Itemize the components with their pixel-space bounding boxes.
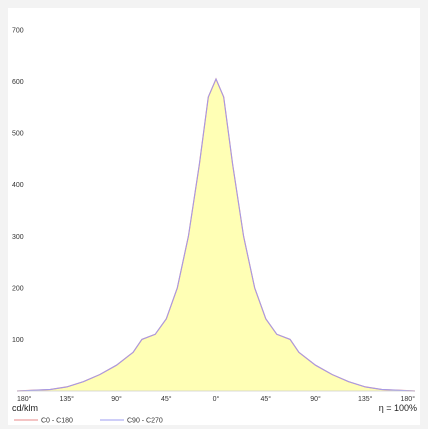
efficiency-label: η = 100% — [379, 403, 417, 413]
legend-label: C0 - C180 — [41, 418, 73, 425]
y-tick-label: 100 — [12, 337, 24, 344]
y-tick-label: 700 — [12, 28, 24, 35]
legend-label: C90 - C270 — [127, 418, 163, 425]
y-tick-label: 600 — [12, 79, 24, 86]
series-line-c90-c270 — [16, 77, 416, 392]
area-fill — [17, 79, 415, 391]
unit-label: cd/klm — [12, 403, 38, 413]
x-tick-label: 45° — [161, 395, 172, 403]
y-tick-label: 400 — [12, 182, 24, 189]
x-tick-label: 90° — [111, 395, 122, 403]
x-tick-label: 135° — [358, 395, 373, 403]
y-tick-label: 500 — [12, 131, 24, 138]
x-tick-label: 135° — [60, 395, 75, 403]
y-tick-label: 200 — [12, 285, 24, 292]
curves — [16, 77, 416, 392]
luminous-intensity-chart: 100 200 300 400 500 600 700 180° 135° 90° 45° 0° 45… — [8, 8, 420, 425]
x-tick-label: 0° — [213, 395, 220, 403]
y-tick-label: 300 — [12, 234, 24, 241]
x-tick-labels: 180° 135° 90° 45° 0° 45° 90° 135° 180° — [17, 395, 415, 403]
x-tick-label: 45° — [260, 395, 271, 403]
x-tick-label: 180° — [401, 395, 416, 403]
legend: C0 - C180 C90 - C270 — [14, 418, 163, 425]
x-tick-label: 90° — [310, 395, 321, 403]
x-tick-label: 180° — [17, 395, 32, 403]
y-tick-labels: 100 200 300 400 500 600 700 — [12, 28, 24, 344]
plot-area: 100 200 300 400 500 600 700 180° 135° 90° 45° 0° 45… — [8, 8, 420, 425]
